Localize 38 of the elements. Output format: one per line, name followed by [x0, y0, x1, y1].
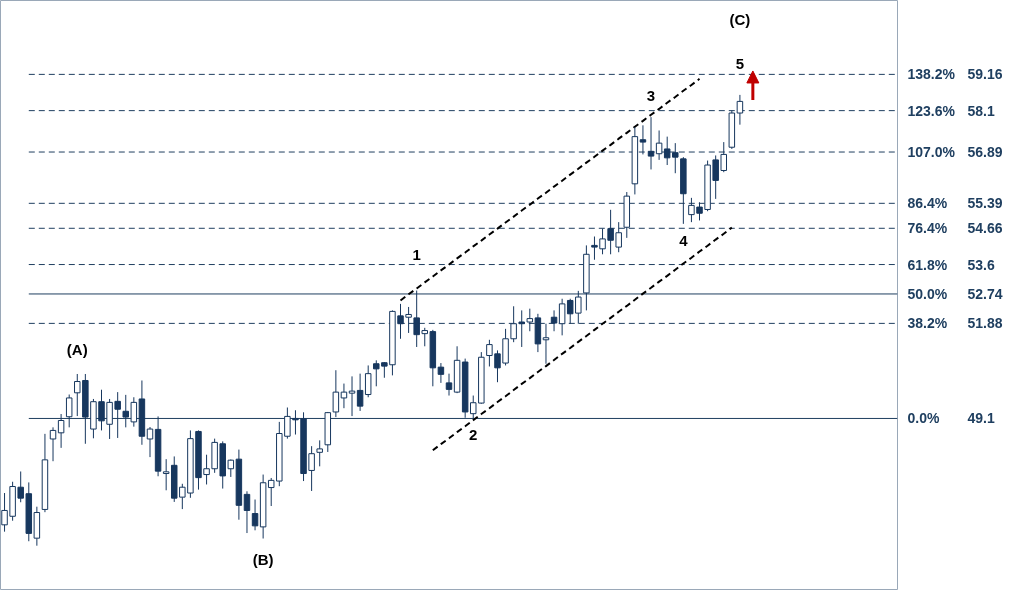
- candlestick: [49, 426, 57, 462]
- line-series: [431, 226, 733, 452]
- y2-tick-label: 123.6%: [907, 102, 956, 119]
- y2-tick-label: 86.4%: [907, 195, 948, 212]
- y-tick-label: 54.66: [967, 220, 1003, 237]
- y-tick-label: 49.1: [967, 410, 995, 427]
- annotation: (A): [66, 341, 88, 358]
- y2-tick-label: 50.0%: [907, 285, 948, 302]
- candlestick: [251, 499, 259, 531]
- annotation: 5: [735, 55, 745, 73]
- annotation: 1: [412, 245, 421, 263]
- candlestick: [542, 323, 550, 365]
- y2-tick-label: 0.0%: [907, 410, 940, 427]
- y-tick-label: 59.16: [967, 66, 1003, 83]
- candlestick: [243, 490, 251, 534]
- candlestick: [445, 373, 453, 397]
- y-tick-label: 56.89: [967, 144, 1003, 161]
- y2-tick-label: 76.4%: [907, 220, 948, 237]
- candlestick: [316, 439, 323, 467]
- candlestick: [146, 426, 154, 458]
- candlestick: [340, 383, 348, 409]
- y-tick-label: 51.88: [967, 315, 1003, 332]
- candlestick: [348, 375, 356, 417]
- y-tick-label: 52.74: [967, 285, 1003, 302]
- y2-tick-label: 61.8%: [907, 256, 948, 273]
- y2-tick-label: 38.2%: [907, 315, 948, 332]
- y-tick-label: 53.6: [967, 256, 995, 273]
- y-tick-label: 55.39: [967, 195, 1003, 212]
- candlestick: [437, 362, 445, 384]
- annotation: (B): [252, 550, 274, 568]
- annotation: 4: [679, 231, 689, 249]
- line-series: [399, 77, 701, 302]
- annotation: 3: [646, 87, 656, 105]
- y-tick-label: 58.1: [967, 102, 995, 119]
- y2-tick-label: 138.2%: [907, 66, 956, 83]
- annotation: (C): [729, 10, 751, 28]
- annotation: 2: [469, 426, 478, 444]
- y2-tick-label: 107.0%: [907, 144, 956, 161]
